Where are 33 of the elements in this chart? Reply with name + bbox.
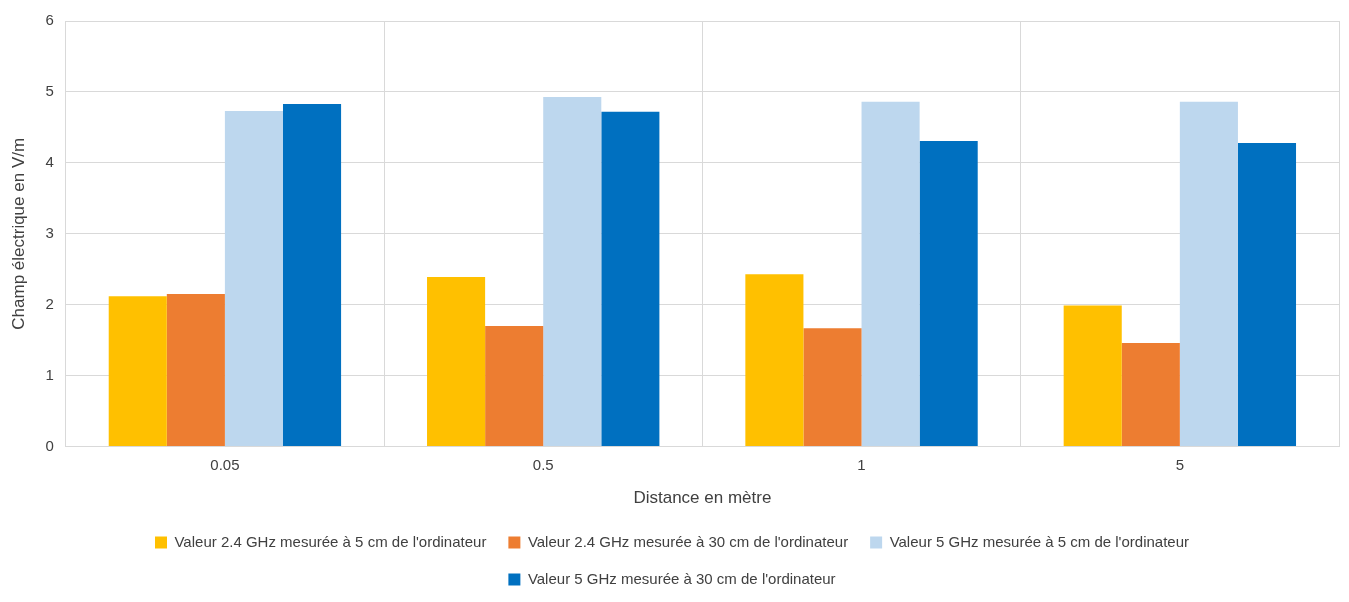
bar	[166, 294, 225, 447]
bar	[1121, 343, 1180, 447]
bar	[1179, 101, 1238, 447]
bar	[282, 103, 342, 447]
legend-label: Valeur 2.4 GHz mesurée à 30 cm de l'ordinateur	[527, 532, 849, 550]
bar	[745, 274, 804, 447]
bar	[861, 101, 920, 447]
x-tick-label: 1	[857, 455, 866, 473]
y-tick-label: 4	[45, 153, 54, 171]
y-tick-label: 6	[45, 11, 54, 29]
y-tick-label: 0	[45, 436, 54, 454]
bar	[803, 328, 862, 447]
bar	[601, 111, 660, 447]
y-tick-label: 2	[45, 294, 54, 312]
x-axis-title: Distance en mètre	[633, 488, 772, 508]
x-tick-label: 5	[1175, 455, 1185, 473]
legend-label: Valeur 2.4 GHz mesurée à 5 cm de l'ordinateur	[174, 532, 487, 550]
x-tick-label: 0.5	[532, 455, 554, 473]
bar	[108, 296, 167, 447]
bar	[919, 140, 978, 447]
bar	[224, 111, 283, 447]
legend-label: Valeur 5 GHz mesurée à 5 cm de l'ordinateur	[889, 532, 1190, 550]
y-tick-label: 5	[45, 82, 54, 100]
legend-label: Valeur 5 GHz mesurée à 30 cm de l'ordinateur	[527, 569, 836, 587]
bar	[427, 277, 486, 447]
bar	[543, 96, 602, 447]
y-tick-label: 3	[45, 223, 54, 241]
y-tick-label: 1	[45, 365, 54, 383]
y-axis-title: Champ électrique en V/m	[8, 137, 28, 330]
bar	[485, 326, 544, 447]
bar	[1063, 305, 1122, 447]
bar	[1237, 143, 1297, 447]
x-tick-label: 0.05	[210, 455, 240, 473]
